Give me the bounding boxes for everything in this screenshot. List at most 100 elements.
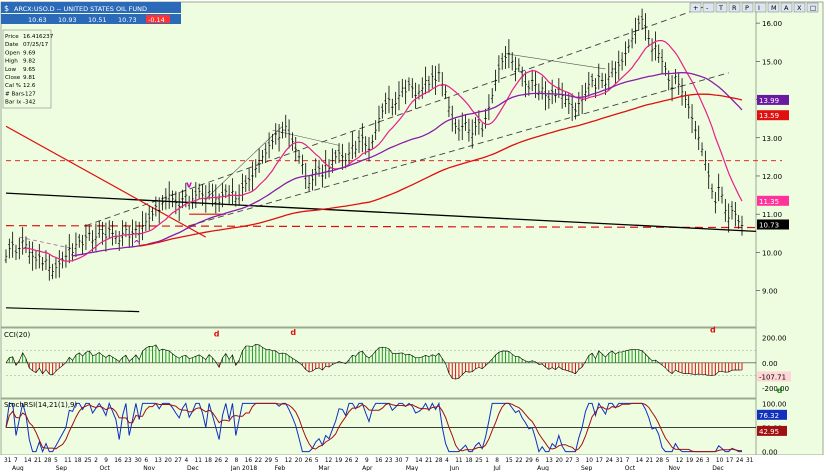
window-button-box bbox=[793, 2, 806, 13]
x-month-tick: Oct bbox=[625, 465, 636, 471]
x-day-tick: 2 bbox=[225, 458, 229, 464]
moving-averages bbox=[22, 40, 743, 262]
price-axis-label: 10.00 bbox=[762, 249, 782, 257]
x-day-tick: 20 bbox=[295, 458, 303, 464]
window-button-label: X bbox=[797, 4, 802, 12]
rsi-title: StochRSI(14,21(1),9) bbox=[4, 401, 77, 409]
x-month-tick: Sep bbox=[581, 465, 593, 471]
x-day-tick: 24 bbox=[736, 458, 744, 464]
window-button-label: R bbox=[732, 4, 737, 12]
window-button[interactable]: M bbox=[767, 2, 780, 13]
x-month-tick: Nov bbox=[143, 465, 155, 471]
x-day-tick: 31 bbox=[746, 458, 754, 464]
price-tag bbox=[757, 110, 789, 121]
window-button[interactable]: - bbox=[702, 2, 715, 13]
x-month-tick: Aug bbox=[12, 465, 24, 471]
short-black-line bbox=[5, 307, 140, 313]
cci-axis-label: 200.00 bbox=[762, 335, 787, 343]
header-value: 10.73 bbox=[118, 16, 137, 24]
price-tag bbox=[757, 195, 789, 206]
x-day-tick: 16 bbox=[375, 458, 383, 464]
cci-axis: 200.00 0.00 -200.00 -107.71 bbox=[757, 335, 791, 393]
x-day-tick: 26 bbox=[215, 458, 223, 464]
rsi-axis-label: 100.00 bbox=[762, 400, 787, 408]
support-dashed-line bbox=[5, 225, 757, 229]
x-day-tick: 6 bbox=[144, 458, 148, 464]
x-day-tick: 8 bbox=[495, 458, 499, 464]
window-button[interactable]: R bbox=[728, 2, 741, 13]
info-label: Bar Ix bbox=[5, 100, 22, 106]
price-axis-label: 16.00 bbox=[762, 20, 782, 28]
cci-marker: d bbox=[777, 386, 783, 395]
symbol-icon[interactable]: $ bbox=[4, 4, 9, 13]
change-badge bbox=[146, 15, 170, 23]
x-day-tick: 21 bbox=[34, 458, 42, 464]
window-button[interactable]: + bbox=[689, 2, 702, 13]
header-values: 10.63 10.93 10.51 10.73 -0.14 bbox=[1, 14, 181, 24]
window-button[interactable]: P bbox=[741, 2, 754, 13]
window-button-box bbox=[715, 2, 728, 13]
x-day-tick: 17 bbox=[726, 458, 734, 464]
x-day-tick: 12 bbox=[285, 458, 293, 464]
x-day-tick: 7 bbox=[626, 458, 630, 464]
x-month-tick: Feb bbox=[275, 465, 286, 471]
long-black-trendline bbox=[5, 192, 757, 233]
x-day-tick: 14 bbox=[415, 458, 423, 464]
price-tag-label: 13.59 bbox=[759, 112, 779, 120]
x-day-tick: 18 bbox=[465, 458, 473, 464]
x-month-tick: May bbox=[406, 465, 419, 471]
x-month-tick: Aug bbox=[537, 465, 549, 471]
x-day-tick: 28 bbox=[435, 458, 443, 464]
x-day-tick: 11 bbox=[455, 458, 463, 464]
info-value: -342 bbox=[23, 100, 36, 106]
cci-line bbox=[5, 343, 743, 380]
x-day-tick: 28 bbox=[44, 458, 52, 464]
x-month-tick: Jun bbox=[449, 465, 460, 471]
x-day-tick: 25 bbox=[84, 458, 92, 464]
window-button[interactable]: X bbox=[793, 2, 806, 13]
window-button-box bbox=[728, 2, 741, 13]
rsi-tag bbox=[757, 409, 787, 420]
x-month-tick: Sep bbox=[56, 465, 68, 471]
x-day-tick: 21 bbox=[425, 458, 433, 464]
x-month-tick: Jan 2018 bbox=[230, 465, 258, 471]
window-button[interactable]: T bbox=[715, 2, 728, 13]
header-bar bbox=[1, 2, 181, 13]
window-button[interactable]: A bbox=[780, 2, 793, 13]
header-title: ARCX:USO.D -- UNITED STATES OIL FUND bbox=[14, 5, 147, 13]
x-day-tick: 31 bbox=[616, 458, 624, 464]
x-day-tick: 19 bbox=[335, 458, 343, 464]
cci-marker: d bbox=[710, 326, 716, 335]
x-day-tick: 10 bbox=[716, 458, 724, 464]
window-button-box bbox=[702, 2, 715, 13]
x-day-tick: 5 bbox=[54, 458, 58, 464]
x-day-tick: 1 bbox=[485, 458, 489, 464]
x-month-tick: Apr bbox=[362, 465, 373, 471]
header-values-bar bbox=[1, 14, 181, 24]
x-day-tick: 23 bbox=[124, 458, 132, 464]
info-label: Low bbox=[5, 67, 16, 73]
x-day-tick: 17 bbox=[596, 458, 604, 464]
window-button-label: P bbox=[745, 4, 749, 12]
x-day-tick: 2 bbox=[94, 458, 98, 464]
x-day-tick: 10 bbox=[586, 458, 594, 464]
header-value: 10.51 bbox=[88, 16, 107, 24]
window-button-label: I bbox=[758, 4, 760, 12]
window-button-label: + bbox=[693, 4, 698, 12]
x-day-tick: 12 bbox=[676, 458, 684, 464]
stoch-rsi-indicator bbox=[5, 401, 756, 453]
rsi-tag bbox=[757, 425, 787, 436]
window-button[interactable]: □ bbox=[806, 2, 819, 13]
x-day-tick: 9 bbox=[104, 458, 108, 464]
trend-lines bbox=[5, 3, 782, 313]
price-marker: ^ bbox=[133, 240, 141, 250]
window-button[interactable]: I bbox=[754, 2, 767, 13]
window-button-box bbox=[767, 2, 780, 13]
price-tag bbox=[757, 94, 789, 105]
wedge-line bbox=[272, 129, 340, 146]
x-day-tick: 8 bbox=[235, 458, 239, 464]
x-day-tick: 22 bbox=[515, 458, 523, 464]
